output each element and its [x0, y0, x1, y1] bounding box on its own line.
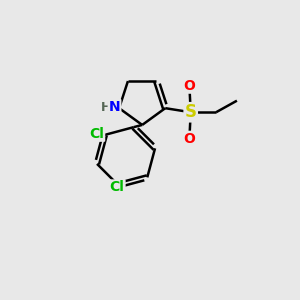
Text: S: S — [185, 103, 197, 121]
Text: H: H — [101, 100, 112, 113]
Text: O: O — [184, 79, 196, 93]
Text: Cl: Cl — [110, 180, 124, 194]
Text: O: O — [184, 132, 196, 146]
Text: N: N — [109, 100, 120, 114]
Text: Cl: Cl — [89, 127, 104, 141]
